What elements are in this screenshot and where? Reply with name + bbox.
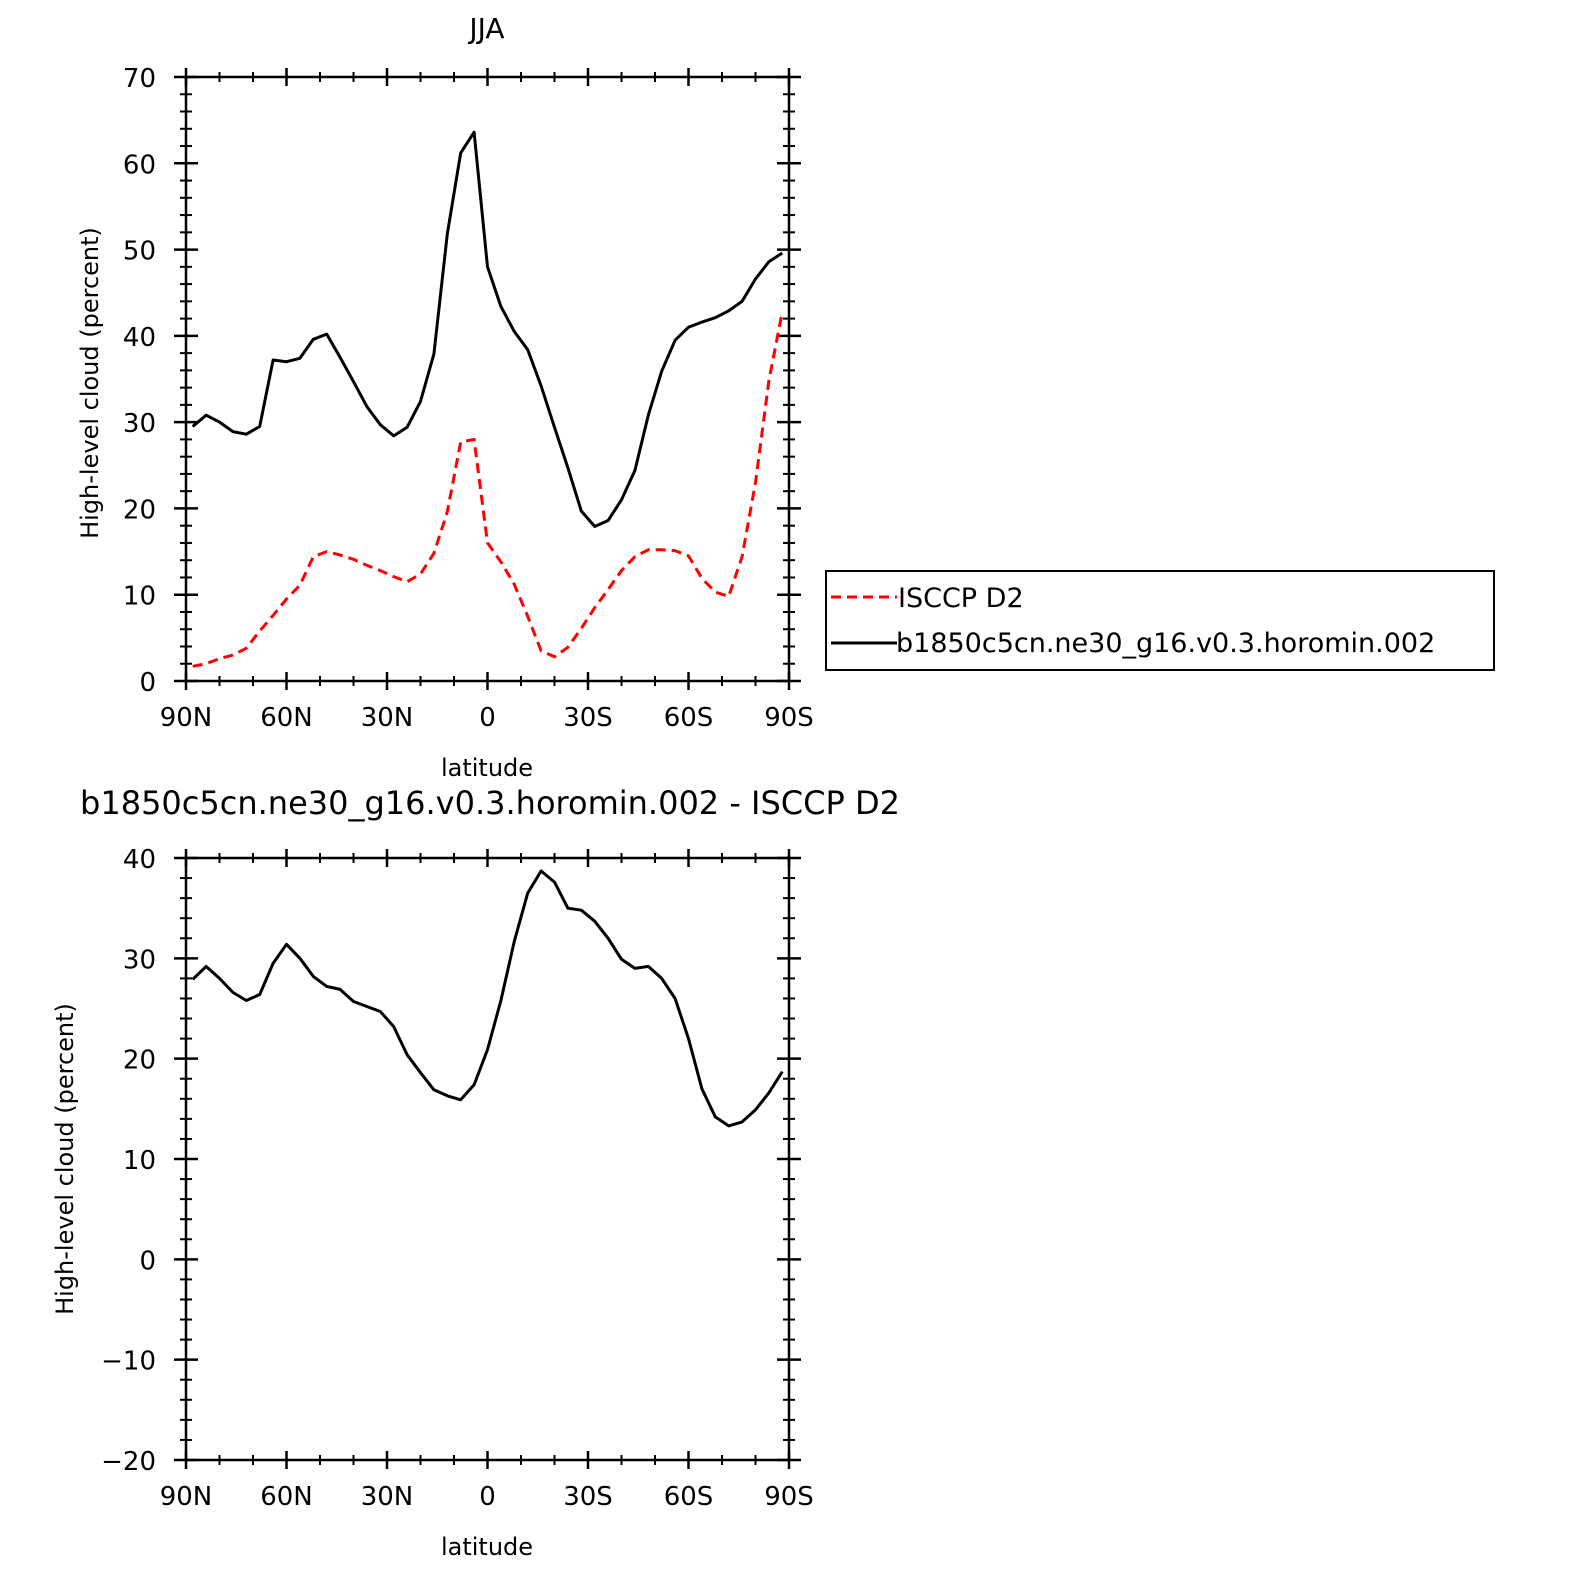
y-tick-label: 30: [123, 945, 156, 975]
top-axis-ticks: [174, 68, 801, 690]
x-tick-label: 60S: [664, 703, 714, 733]
y-tick-label: 20: [123, 1046, 156, 1076]
y-tick-label: −10: [101, 1347, 156, 1377]
x-tick-label: 90S: [764, 1482, 814, 1512]
legend: ISCCP D2 b1850c5cn.ne30_g16.v0.3.horomin…: [825, 570, 1495, 671]
x-tick-label: 60N: [260, 1482, 313, 1512]
y-tick-label: 50: [123, 237, 156, 267]
legend-label-model: b1850c5cn.ne30_g16.v0.3.horomin.002: [896, 628, 1435, 659]
y-tick-label: 60: [123, 150, 156, 180]
x-tick-label: 90S: [764, 703, 814, 733]
y-tick-label: 20: [123, 495, 156, 525]
x-tick-label: 60S: [664, 1482, 714, 1512]
top-y-axis-label: High-level cloud (percent): [76, 227, 104, 539]
legend-label-isccp: ISCCP D2: [898, 583, 1024, 614]
x-tick-label: 0: [479, 703, 496, 733]
y-tick-label: 70: [123, 64, 156, 94]
y-tick-label: 10: [123, 1146, 156, 1176]
series-line-model: [191, 130, 784, 528]
bottom-x-axis-label: latitude: [441, 1533, 533, 1561]
legend-box: [825, 570, 1495, 671]
y-tick-label: 30: [123, 409, 156, 439]
x-tick-label: 30S: [563, 1482, 613, 1512]
series-line-isccp-d2: [192, 311, 784, 668]
x-tick-label: 0: [479, 1482, 496, 1512]
top-series-group: [191, 130, 784, 668]
y-tick-label: 0: [139, 1246, 156, 1276]
y-tick-label: −20: [101, 1447, 156, 1477]
bottom-panel: b1850c5cn.ne30_g16.v0.3.horomin.002 - IS…: [51, 784, 900, 1561]
bottom-plot-frame: [184, 856, 791, 1462]
top-chart-title: JJA: [467, 12, 504, 45]
difference-series-line: [191, 869, 784, 1128]
x-tick-label: 30N: [361, 703, 414, 733]
top-x-tick-labels: 90N 60N 30N 0 30S 60S 90S: [160, 703, 814, 733]
bottom-axis-ticks: [174, 849, 801, 1469]
y-tick-label: 0: [139, 668, 156, 698]
bottom-chart-title: b1850c5cn.ne30_g16.v0.3.horomin.002 - IS…: [80, 784, 900, 822]
x-tick-label: 60N: [260, 703, 313, 733]
x-tick-label: 30N: [361, 1482, 414, 1512]
x-tick-label: 30S: [563, 703, 613, 733]
top-y-tick-labels: 0 10 20 30 40 50 60 70: [123, 64, 156, 698]
y-tick-label: 10: [123, 582, 156, 612]
x-tick-label: 90N: [160, 1482, 213, 1512]
top-x-axis-label: latitude: [441, 754, 533, 782]
y-tick-label: 40: [123, 323, 156, 353]
bottom-x-tick-labels: 90N 60N 30N 0 30S 60S 90S: [160, 1482, 814, 1512]
bottom-series-group: [191, 869, 784, 1128]
y-tick-label: 40: [123, 845, 156, 875]
bottom-y-tick-labels: −20 −10 0 10 20 30 40: [101, 845, 156, 1477]
bottom-y-axis-label: High-level cloud (percent): [51, 1003, 79, 1315]
x-tick-label: 90N: [160, 703, 213, 733]
top-plot-frame: [184, 75, 791, 683]
